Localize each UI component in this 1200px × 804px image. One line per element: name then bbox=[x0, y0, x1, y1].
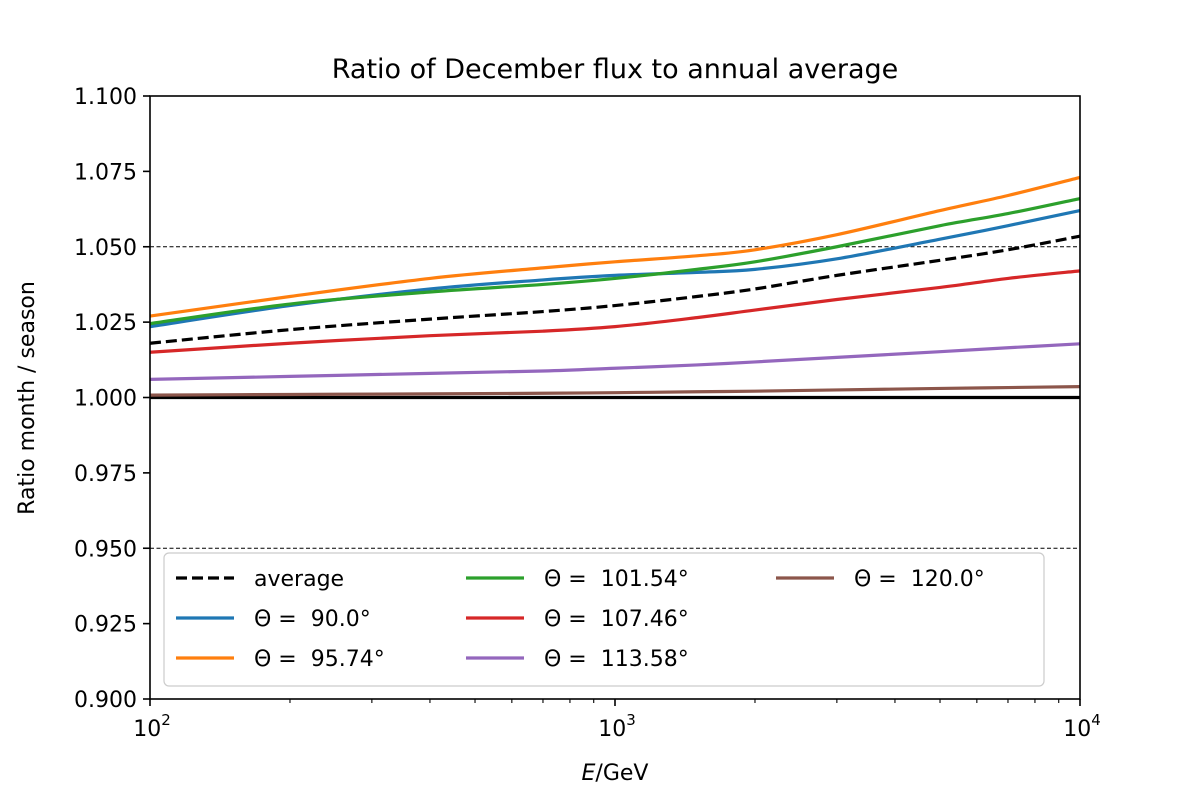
legend-label-1: Θ = 90.0° bbox=[254, 607, 371, 632]
legend-label-2: Θ = 95.74° bbox=[254, 647, 385, 672]
series-line-2 bbox=[149, 175, 1081, 318]
y-tick-label: 1.100 bbox=[74, 85, 137, 110]
x-tick-label: 103 bbox=[598, 711, 636, 742]
y-tick-label: 1.075 bbox=[74, 160, 137, 185]
plot-frame bbox=[149, 95, 1081, 700]
legend-label-4: Θ = 107.46° bbox=[544, 607, 689, 632]
y-tick-label: 0.950 bbox=[74, 537, 137, 562]
y-tick-label: 0.925 bbox=[74, 613, 137, 638]
x-tick-label: 102 bbox=[133, 711, 171, 742]
y-tick-label: 1.025 bbox=[74, 311, 137, 336]
series-line-0 bbox=[149, 234, 1081, 345]
series-line-6 bbox=[149, 385, 1081, 397]
y-axis: 0.900 0.925 0.950 0.975 1.000 1.025 1.050 1.075… bbox=[74, 85, 150, 713]
x-axis-label-variable: E bbox=[582, 761, 596, 786]
legend-label-0: average bbox=[254, 567, 344, 592]
x-axis: 102 103 104 bbox=[133, 699, 1101, 742]
y-tick-label: 0.900 bbox=[74, 688, 137, 713]
series-line-5 bbox=[149, 342, 1081, 382]
series-line-3 bbox=[149, 196, 1081, 326]
series-line-4 bbox=[149, 269, 1081, 354]
legend-label-3: Θ = 101.54° bbox=[544, 567, 689, 592]
chart-title: Ratio of December flux to annual average bbox=[332, 54, 899, 85]
x-axis-label-unit: /GeV bbox=[595, 761, 648, 786]
y-tick-label: 0.975 bbox=[74, 462, 137, 487]
y-tick-label: 1.050 bbox=[74, 236, 137, 261]
x-tick-label: 104 bbox=[1063, 711, 1101, 742]
legend-label-5: Θ = 113.58° bbox=[544, 647, 689, 672]
y-axis-label: Ratio month / season bbox=[15, 281, 40, 515]
x-axis-label: E/GeV bbox=[582, 761, 649, 786]
plot-area bbox=[149, 175, 1081, 549]
legend-frame bbox=[163, 552, 1045, 687]
legend: average Θ = 90.0° Θ = 95.74° Θ = 101.54° Θ =… bbox=[163, 552, 1045, 687]
legend-label-6: Θ = 120.0° bbox=[854, 567, 985, 592]
y-tick-label: 1.000 bbox=[74, 387, 137, 412]
